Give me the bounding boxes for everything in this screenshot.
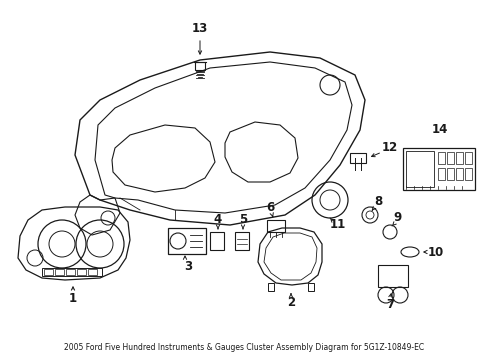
Bar [235, 232, 248, 250]
Text: 14: 14 [431, 123, 447, 136]
Bar [464, 152, 471, 164]
Text: 11: 11 [329, 219, 346, 231]
Text: 2005 Ford Five Hundred Instruments & Gauges Cluster Assembly Diagram for 5G1Z-10: 2005 Ford Five Hundred Instruments & Gau… [64, 343, 423, 352]
Text: 3: 3 [183, 260, 192, 273]
Bar [55, 269, 64, 275]
Bar [402, 148, 474, 190]
Text: 2: 2 [286, 296, 294, 309]
Bar [77, 269, 86, 275]
Bar [446, 168, 453, 180]
Bar [42, 268, 102, 276]
Bar [446, 152, 453, 164]
Bar [66, 269, 75, 275]
Text: 1: 1 [69, 292, 77, 305]
Bar [437, 152, 444, 164]
Bar [168, 228, 205, 254]
Text: 8: 8 [373, 195, 381, 208]
Bar [195, 62, 204, 70]
Bar [377, 265, 407, 287]
Text: 6: 6 [265, 202, 274, 215]
Text: 7: 7 [385, 298, 393, 311]
Text: 9: 9 [393, 211, 401, 225]
Bar [455, 152, 462, 164]
Text: 13: 13 [191, 22, 208, 35]
Bar [88, 269, 97, 275]
Bar [455, 168, 462, 180]
Bar [209, 232, 224, 250]
Text: 5: 5 [238, 213, 246, 226]
Text: 12: 12 [381, 141, 397, 154]
Bar [44, 269, 53, 275]
Text: 4: 4 [213, 213, 222, 226]
Bar [437, 168, 444, 180]
Bar [464, 168, 471, 180]
Text: 10: 10 [427, 246, 443, 258]
Bar [266, 220, 285, 232]
Bar [405, 151, 433, 187]
